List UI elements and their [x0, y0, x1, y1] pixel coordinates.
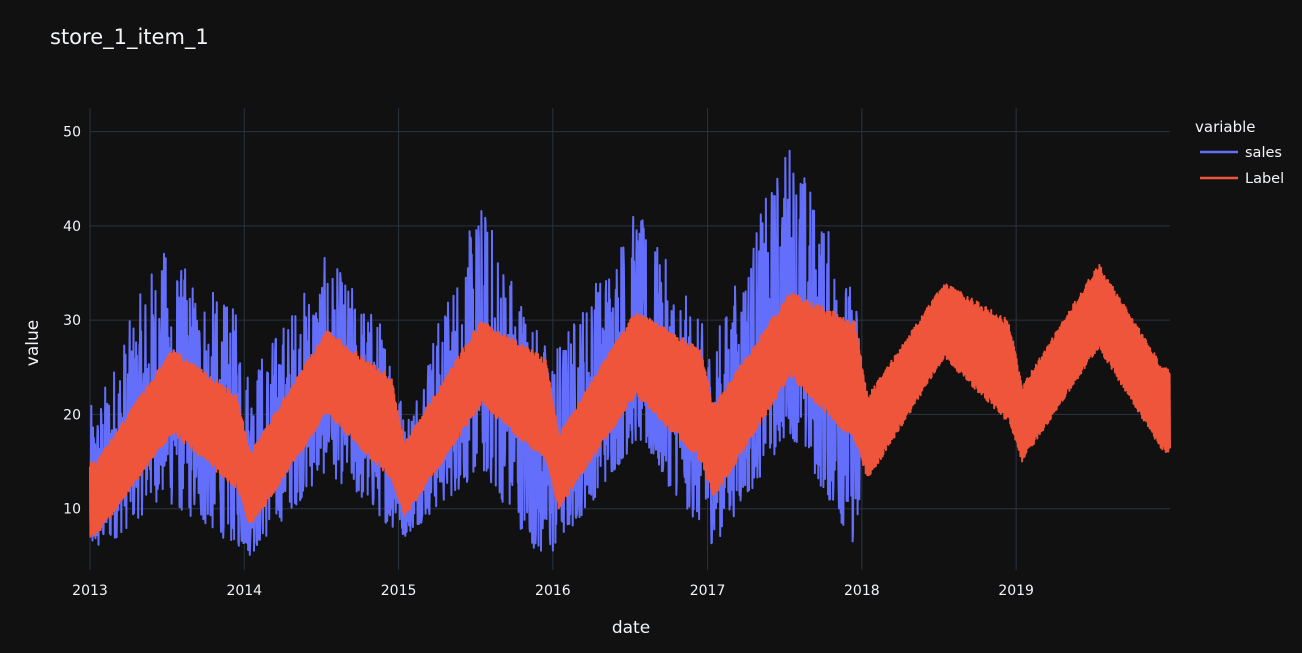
legend-label-sales: sales — [1245, 145, 1282, 161]
y-tick-label: 30 — [63, 313, 81, 329]
series-label — [89, 264, 1171, 538]
legend-title: variable — [1195, 118, 1256, 136]
series-line-label — [89, 264, 1171, 538]
x-tick-label: 2013 — [72, 583, 108, 599]
x-tick-label: 2017 — [690, 583, 726, 599]
y-tick-label: 40 — [63, 219, 81, 235]
x-tick-label: 2019 — [998, 583, 1034, 599]
y-tick-label: 20 — [63, 407, 81, 423]
x-tick-label: 2018 — [844, 583, 880, 599]
y-tick-label: 10 — [63, 502, 81, 518]
legend: variable sales Label — [1195, 118, 1284, 187]
y-axis-label: value — [23, 320, 43, 366]
y-axis-ticks: 10 20 30 40 50 — [63, 125, 81, 518]
legend-item-label[interactable]: Label — [1200, 171, 1284, 187]
legend-item-sales[interactable]: sales — [1200, 145, 1282, 161]
y-tick-label: 50 — [63, 125, 81, 141]
x-axis-ticks: 2013 2014 2015 2016 2017 2018 2019 — [72, 583, 1034, 599]
x-tick-label: 2014 — [226, 583, 262, 599]
x-tick-label: 2016 — [535, 583, 571, 599]
x-tick-label: 2015 — [381, 583, 417, 599]
x-axis-label: date — [612, 618, 650, 638]
chart-title: store_1_item_1 — [50, 25, 209, 50]
legend-label-label: Label — [1245, 171, 1284, 187]
